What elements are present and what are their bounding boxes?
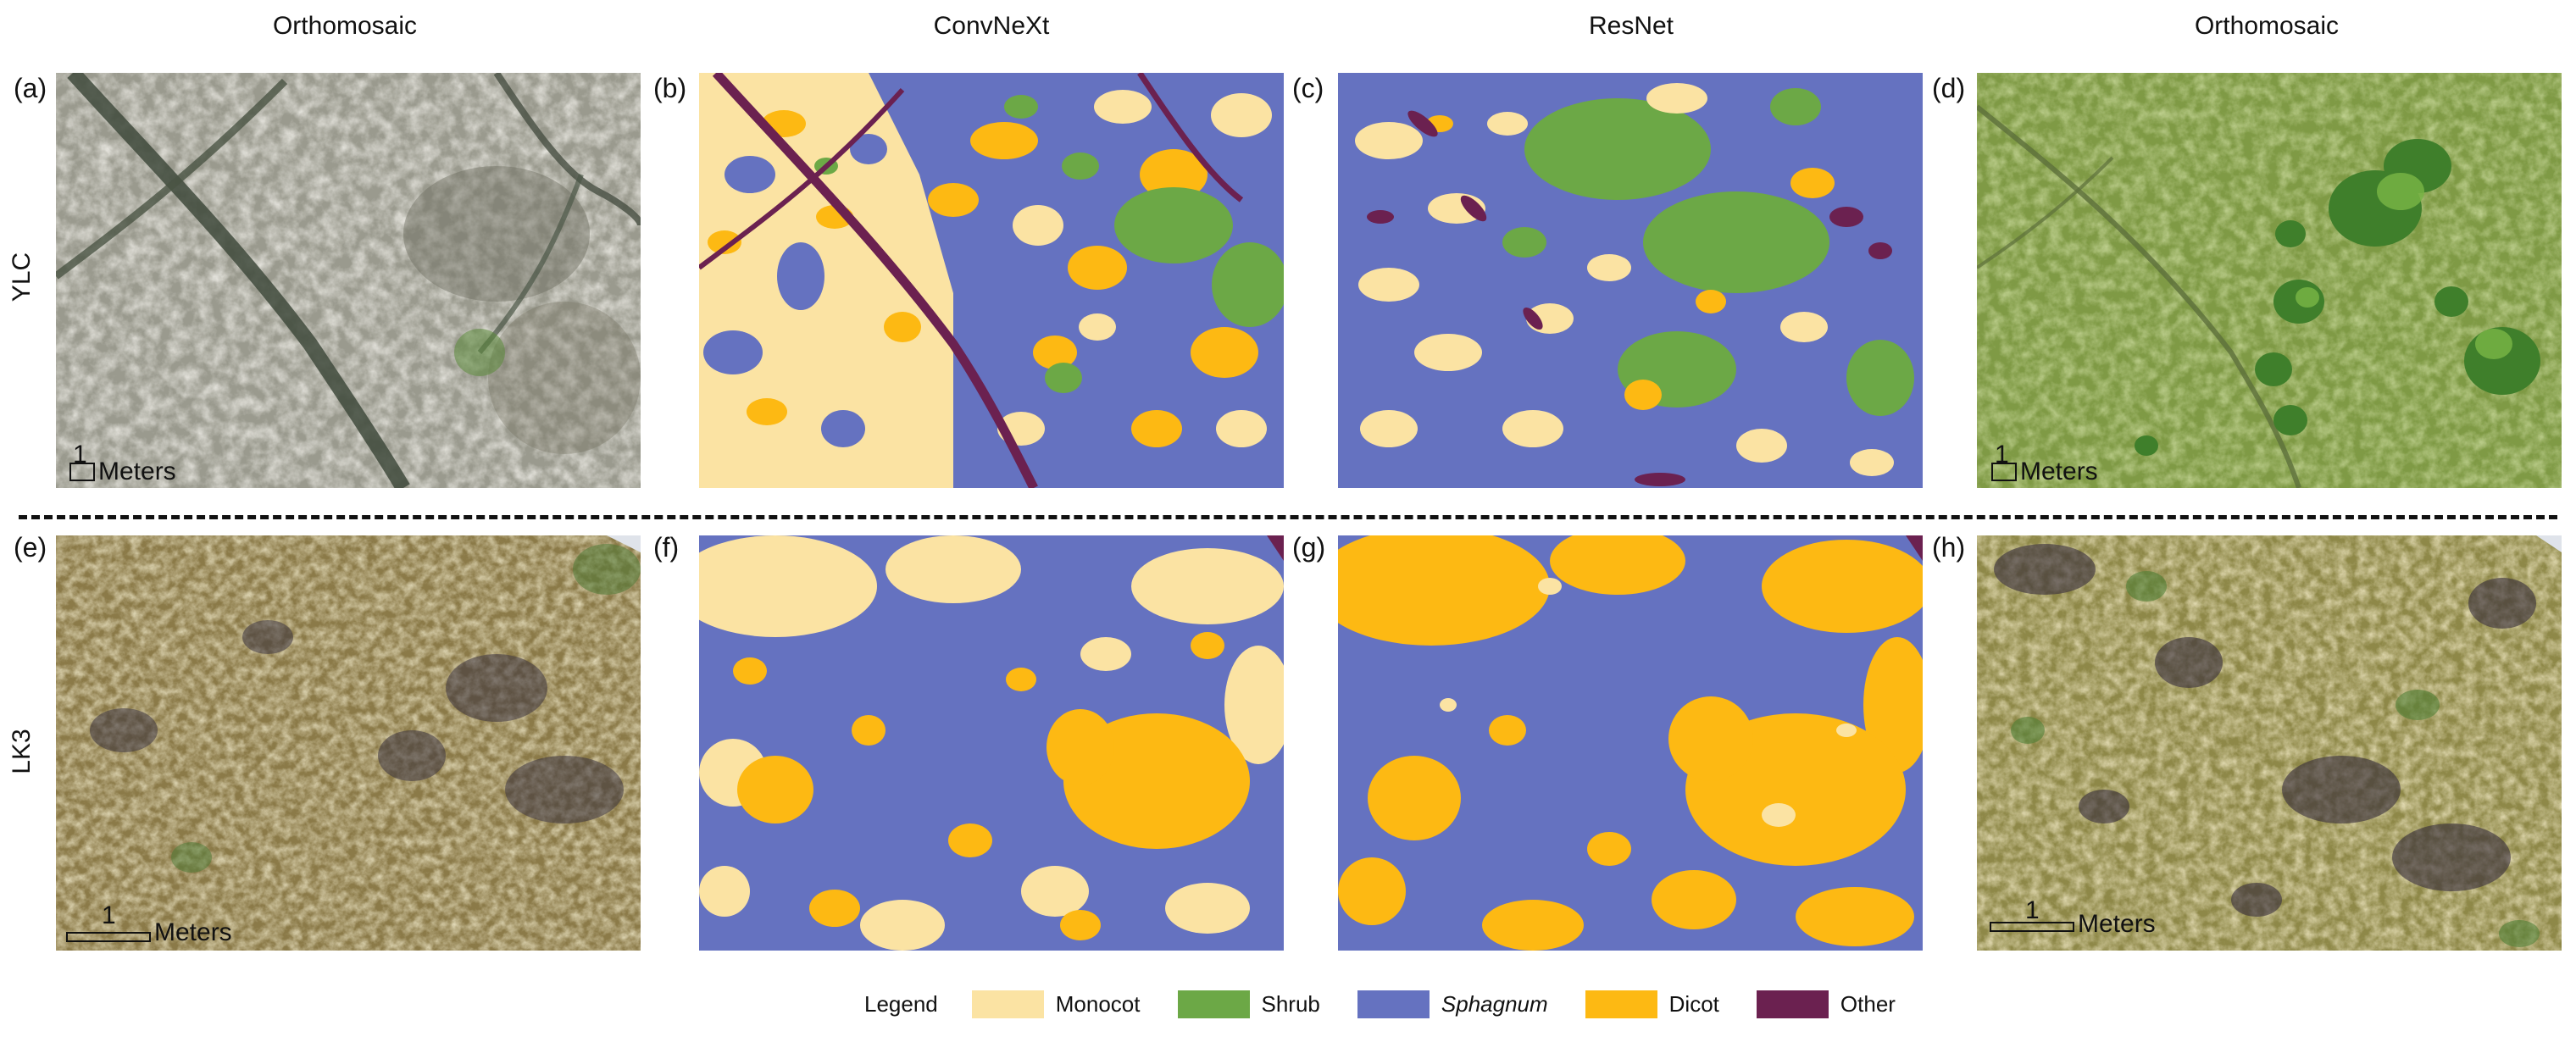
panel-b-ylc-convnext-map [699,73,1284,488]
scalebar-unit: Meters [98,457,176,485]
lk3-orthomosaic-image-2 [1977,535,2562,951]
scalebar-value: 1 [1995,441,2009,469]
panel-label-g: (g) [1292,532,1326,563]
panel-label-d: (d) [1932,73,1966,103]
lk3-orthomosaic-image [56,535,641,951]
panel-c-ylc-resnet-map [1338,73,1923,488]
panel-d-ylc-orthomosaic [1977,73,2562,488]
legend-swatch-shrub [1177,990,1250,1018]
scalebar-h: 1 Meters [1988,896,2208,939]
legend-swatch-sphagnum [1357,990,1430,1018]
legend-swatch-other [1756,990,1829,1018]
legend: Legend Monocot Shrub Sphagnum Dicot Othe… [864,987,1933,1021]
legend-swatch-dicot [1585,990,1657,1018]
panel-label-e: (e) [14,532,47,563]
panel-f-lk3-convnext-map [699,535,1284,951]
panel-a-ylc-orthomosaic [56,73,641,488]
scalebar-unit: Meters [2078,910,2156,938]
panel-e-lk3-orthomosaic [56,535,641,951]
scalebar-a: 1 Meters [68,441,271,485]
row-divider [19,515,2557,519]
column-title-orthomosaic-1: Orthomosaic [272,12,418,40]
scalebar-bar [1990,922,2074,932]
panel-g-lk3-resnet-map [1338,535,1923,951]
scalebar-box [1991,463,2017,481]
scalebar-d: 1 Meters [1990,441,2193,485]
legend-swatch-monocot [971,990,1044,1018]
ylc-orthomosaic-image-2 [1977,73,2562,488]
column-title-orthomosaic-2: Orthomosaic [2194,12,2340,40]
panel-label-b: (b) [653,73,687,103]
legend-label-shrub: Shrub [1261,990,1320,1017]
row-label-lk3: LK3 [8,729,36,774]
legend-label-sphagnum: Sphagnum [1441,990,1548,1017]
panel-label-c: (c) [1292,73,1324,103]
scalebar-value: 1 [102,901,116,929]
column-title-resnet: ResNet [1588,12,1674,40]
column-title-convnext: ConvNeXt [933,12,1050,40]
scalebar-unit: Meters [2020,457,2098,485]
row-label-ylc: YLC [8,252,36,302]
scalebar-e: 1 Meters [64,901,285,946]
scalebar-bar [66,932,151,942]
legend-label-monocot: Monocot [1055,990,1141,1017]
lk3-convnext-classification [699,535,1284,951]
panel-label-a: (a) [14,73,47,103]
panel-label-h: (h) [1932,532,1966,563]
panel-h-lk3-orthomosaic [1977,535,2562,951]
scalebar-value: 1 [73,441,87,469]
legend-label-dicot: Dicot [1668,990,1719,1017]
ylc-resnet-classification [1338,73,1923,488]
ylc-convnext-classification [699,73,1284,488]
legend-title: Legend [864,990,938,1017]
scalebar-unit: Meters [154,918,232,946]
scalebar-value: 1 [2025,896,2040,924]
ylc-orthomosaic-image [56,73,641,488]
lk3-resnet-classification [1338,535,1923,951]
legend-label-other: Other [1840,990,1896,1017]
panel-label-f: (f) [653,532,680,563]
scalebar-box [69,463,95,481]
